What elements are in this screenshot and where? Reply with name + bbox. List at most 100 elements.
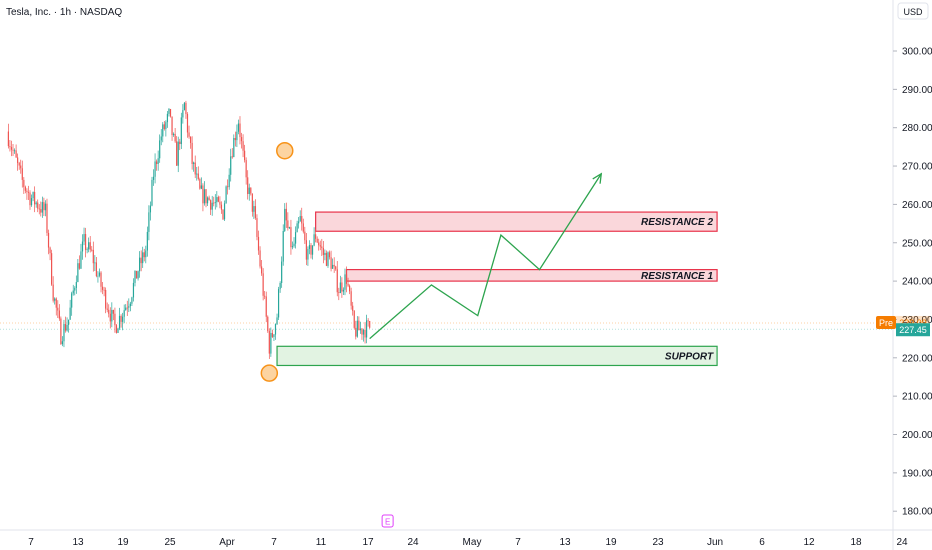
- candle-body: [203, 189, 206, 204]
- x-tick-label: 6: [759, 537, 765, 548]
- candle-body: [321, 246, 323, 249]
- candle-body: [140, 257, 142, 264]
- candle-body: [277, 289, 280, 318]
- candle-body: [214, 202, 216, 204]
- candle-body: [271, 332, 274, 337]
- candle-body: [250, 187, 252, 194]
- candle-body: [35, 202, 37, 205]
- candle-body: [284, 208, 286, 231]
- candle-body: [194, 162, 196, 175]
- y-tick-label: 240.00: [902, 277, 932, 288]
- candle-body: [77, 263, 79, 283]
- candle-body: [299, 216, 301, 222]
- candle-body: [199, 178, 201, 189]
- candle-body: [302, 223, 304, 232]
- x-tick-label: 23: [652, 537, 664, 548]
- candle-body: [208, 197, 210, 201]
- candle-body: [290, 227, 292, 248]
- support-label: SUPPORT: [665, 351, 714, 362]
- candle-body: [237, 123, 240, 132]
- candle-body: [220, 204, 223, 210]
- candle-body: [64, 324, 67, 331]
- candle-body: [129, 303, 131, 307]
- candle-body: [160, 136, 162, 141]
- candle-body: [267, 316, 269, 332]
- candle-body: [75, 282, 77, 288]
- candle-body: [355, 327, 357, 337]
- candle-body: [296, 223, 298, 233]
- candle-body: [101, 286, 104, 290]
- y-tick-label: 250.00: [902, 238, 932, 249]
- candle-body: [7, 131, 9, 147]
- candle-body: [38, 208, 40, 210]
- candle-body: [365, 320, 368, 338]
- candle-body: [83, 234, 85, 242]
- candle-body: [301, 216, 303, 224]
- candle-body: [264, 295, 266, 297]
- candle-body: [177, 141, 179, 166]
- resistance-2-zone: [315, 211, 718, 232]
- candle-body: [152, 176, 155, 180]
- candle-body: [94, 262, 96, 264]
- candle-body: [154, 161, 156, 177]
- projection-path: [369, 173, 602, 340]
- candle-body: [57, 307, 59, 311]
- candle-body: [257, 236, 260, 251]
- candle-body: [106, 308, 108, 310]
- candle-body: [350, 291, 352, 306]
- candle-body: [61, 341, 64, 345]
- currency-button[interactable]: USD: [897, 2, 929, 20]
- candle-body: [242, 141, 244, 151]
- candle-body: [24, 186, 26, 191]
- candle-body: [60, 318, 62, 345]
- candle-body: [89, 242, 91, 250]
- zones: RESISTANCE 2 RESISTANCE 1 SUPPORT: [276, 211, 718, 367]
- candle-body: [132, 282, 135, 298]
- candle-body: [186, 114, 189, 133]
- candle-body: [291, 246, 294, 248]
- candle-body: [330, 257, 332, 269]
- candle-body: [254, 206, 257, 219]
- candle-body: [319, 245, 321, 247]
- candle-body: [9, 146, 11, 148]
- candle-body: [46, 203, 48, 233]
- candle-body: [324, 252, 326, 255]
- candle-body: [310, 245, 312, 255]
- candle-body: [95, 262, 97, 277]
- x-tick-label: 7: [271, 537, 277, 548]
- candle-body: [244, 150, 246, 161]
- candle-body: [98, 272, 101, 276]
- candle-body: [29, 192, 31, 206]
- candle-body: [273, 334, 275, 337]
- candle-body: [325, 252, 328, 266]
- currency-label: USD: [903, 7, 923, 17]
- projection-arrowhead: [592, 172, 603, 184]
- y-tick-label: 300.00: [902, 47, 932, 58]
- earnings[interactable]: E: [381, 514, 394, 528]
- candle-body: [174, 133, 176, 142]
- candle-body: [162, 124, 164, 137]
- time-axis[interactable]: 7 13 19 25 Apr 7 11 17 24 May 7 13 19 23 Jun 6 12 18 24: [28, 537, 908, 548]
- x-tick-label: Apr: [219, 537, 235, 548]
- candle-body: [183, 102, 185, 111]
- last-price-badge: [896, 323, 930, 337]
- candle-body: [285, 208, 287, 221]
- candle-body: [27, 191, 30, 193]
- candle-body: [216, 197, 218, 203]
- candle-body: [137, 271, 139, 279]
- candle-body: [265, 296, 267, 317]
- candle-body: [86, 249, 88, 251]
- candle-body: [353, 310, 355, 328]
- candle-body: [364, 329, 366, 338]
- chart-title: Tesla, Inc. · 1h · NASDAQ: [6, 7, 122, 18]
- candle-body: [328, 252, 331, 258]
- candle-body: [103, 289, 105, 291]
- resistance-2-label: RESISTANCE 2: [641, 217, 713, 228]
- candle-body: [105, 289, 107, 309]
- x-tick-label: 7: [515, 537, 521, 548]
- price-axis[interactable]: 180.00 190.00 200.00 210.00 220.00 230.00 240.…: [893, 47, 932, 518]
- candle-body: [274, 324, 277, 335]
- candle-body: [345, 274, 348, 284]
- candle-body: [30, 198, 33, 206]
